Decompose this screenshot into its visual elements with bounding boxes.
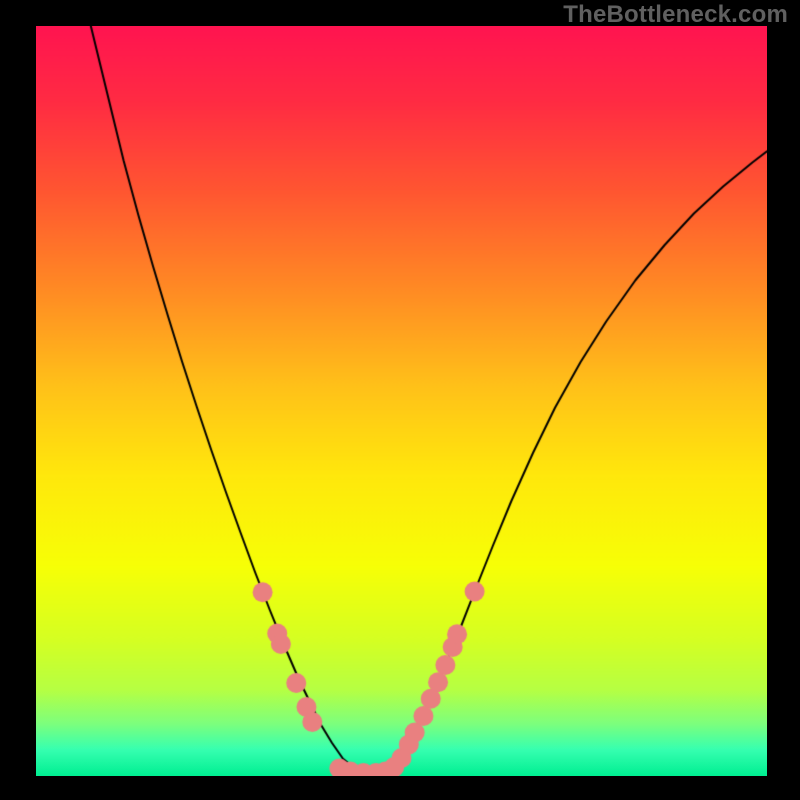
bottleneck-curve-chart: [36, 26, 767, 776]
chart-stage: TheBottleneck.com: [0, 0, 800, 800]
watermark-text: TheBottleneck.com: [563, 1, 788, 29]
